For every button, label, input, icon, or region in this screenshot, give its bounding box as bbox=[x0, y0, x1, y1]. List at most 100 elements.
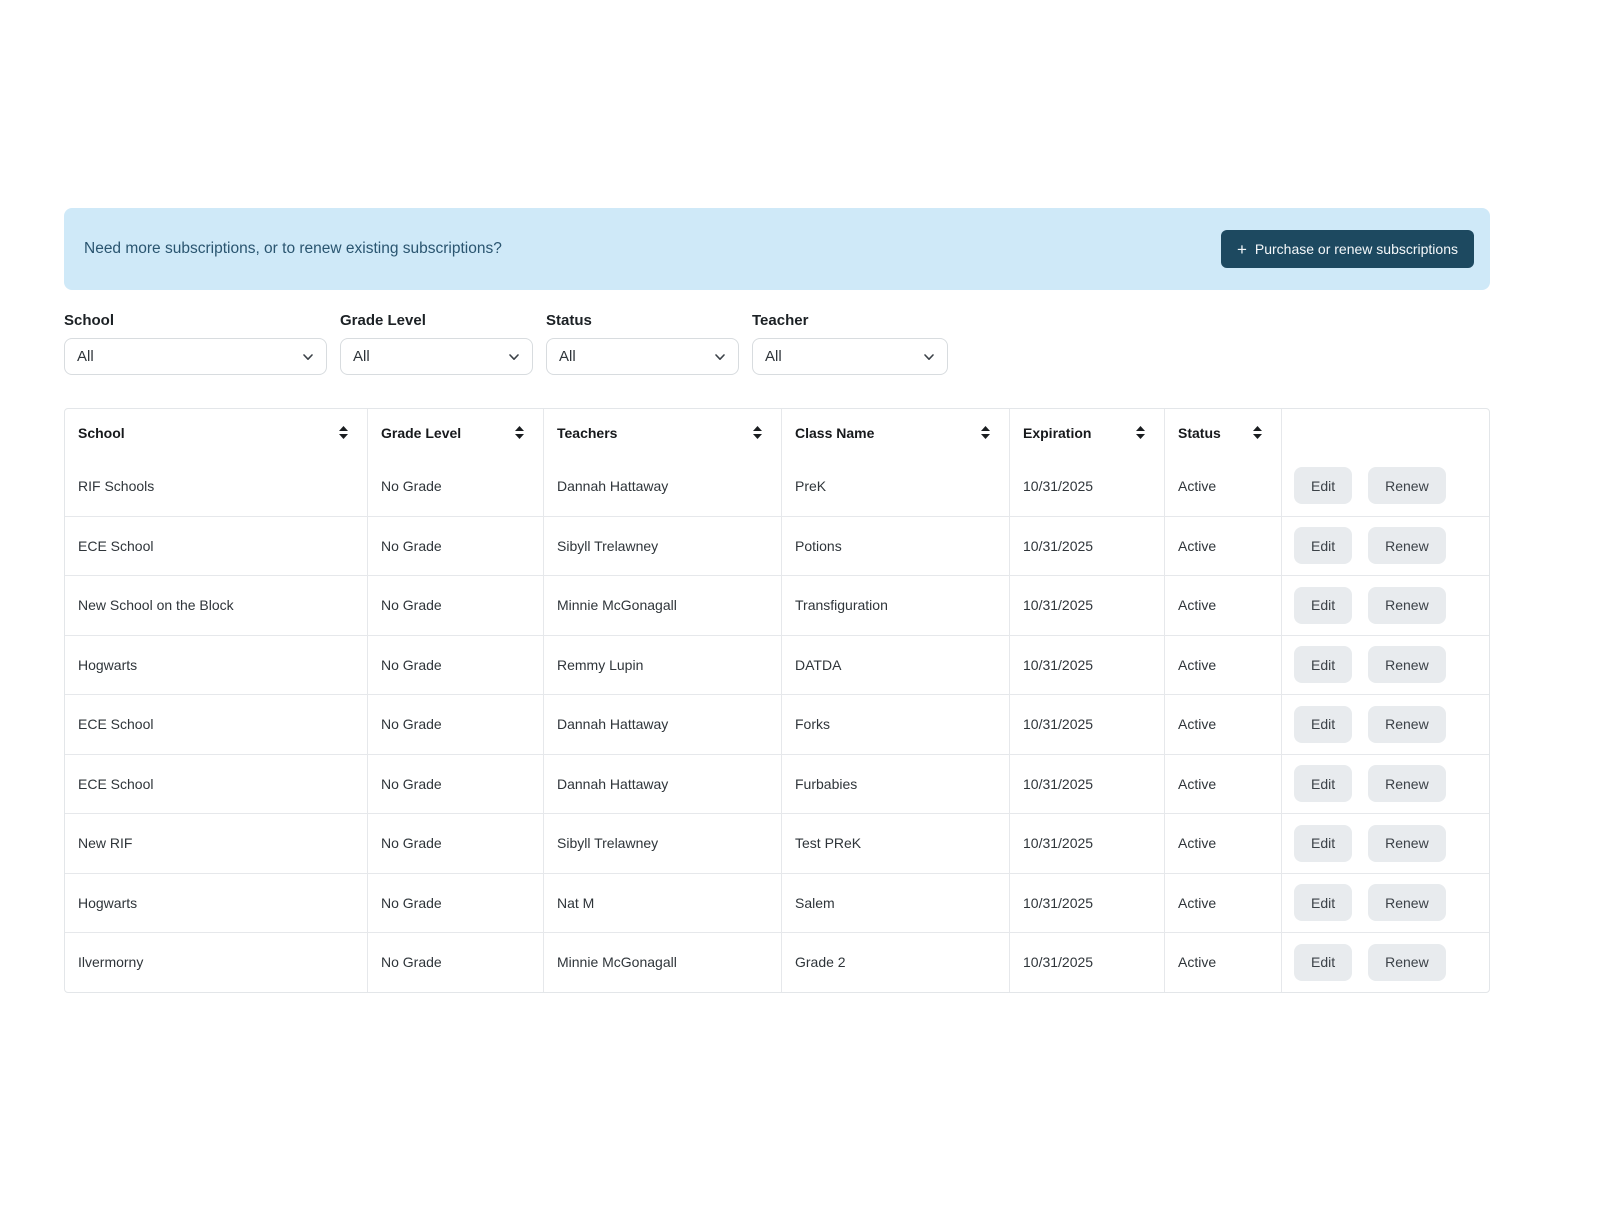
filter-grade-level: Grade Level All bbox=[340, 312, 533, 375]
school-select-value: All bbox=[77, 348, 94, 365]
teacher-select-value: All bbox=[765, 348, 782, 365]
cell-status: Active bbox=[1164, 814, 1281, 873]
school-select[interactable]: All bbox=[64, 338, 327, 375]
table-row: New School on the Block No Grade Minnie … bbox=[65, 575, 1489, 635]
edit-button[interactable]: Edit bbox=[1294, 705, 1353, 743]
filter-teacher: Teacher All bbox=[752, 312, 948, 375]
edit-button[interactable]: Edit bbox=[1294, 527, 1353, 565]
column-header-school[interactable]: School bbox=[65, 409, 367, 456]
table-row: ECE School No Grade Dannah Hattaway Fork… bbox=[65, 694, 1489, 754]
subscriptions-page: Need more subscriptions, or to renew exi… bbox=[64, 0, 1490, 993]
table-row: Hogwarts No Grade Remmy Lupin DATDA 10/3… bbox=[65, 634, 1489, 694]
edit-button[interactable]: Edit bbox=[1294, 467, 1353, 505]
table-body: RIF Schools No Grade Dannah Hattaway Pre… bbox=[65, 456, 1489, 992]
column-header-class-name[interactable]: Class Name bbox=[781, 409, 1009, 456]
column-header-grade-level[interactable]: Grade Level bbox=[367, 409, 543, 456]
column-header-label: Expiration bbox=[1023, 424, 1092, 441]
chevron-down-icon bbox=[714, 351, 726, 363]
column-header-label: School bbox=[78, 424, 125, 441]
column-header-teachers[interactable]: Teachers bbox=[543, 409, 781, 456]
edit-button[interactable]: Edit bbox=[1294, 824, 1353, 862]
cell-status: Active bbox=[1164, 873, 1281, 932]
filter-school: School All bbox=[64, 312, 327, 375]
cell-actions: Edit Renew bbox=[1281, 695, 1489, 754]
cell-actions: Edit Renew bbox=[1281, 814, 1489, 873]
subscriptions-table: School Grade Level Teachers Class Name E… bbox=[64, 408, 1490, 993]
edit-button[interactable]: Edit bbox=[1294, 646, 1353, 684]
sort-icon[interactable] bbox=[514, 425, 525, 440]
sort-icon[interactable] bbox=[338, 425, 349, 440]
cell-expiration: 10/31/2025 bbox=[1009, 516, 1164, 575]
status-select[interactable]: All bbox=[546, 338, 739, 375]
cell-school: ECE School bbox=[78, 716, 154, 733]
cell-status: Active bbox=[1164, 635, 1281, 694]
column-header-status[interactable]: Status bbox=[1164, 409, 1281, 456]
edit-button[interactable]: Edit bbox=[1294, 884, 1353, 922]
edit-button[interactable]: Edit bbox=[1294, 765, 1353, 803]
column-header-label: Status bbox=[1178, 424, 1221, 441]
sort-icon[interactable] bbox=[752, 425, 763, 440]
purchase-banner: Need more subscriptions, or to renew exi… bbox=[64, 208, 1490, 290]
cell-status: Active bbox=[1164, 456, 1281, 516]
cell-teachers: Sibyll Trelawney bbox=[543, 516, 781, 575]
banner-message: Need more subscriptions, or to renew exi… bbox=[84, 240, 502, 257]
cell-teachers: Sibyll Trelawney bbox=[543, 814, 781, 873]
cell-grade-level: No Grade bbox=[367, 695, 543, 754]
cell-grade-level: No Grade bbox=[367, 933, 543, 992]
renew-button[interactable]: Renew bbox=[1368, 884, 1446, 922]
teacher-select[interactable]: All bbox=[752, 338, 948, 375]
renew-button[interactable]: Renew bbox=[1368, 586, 1446, 624]
cell-expiration: 10/31/2025 bbox=[1009, 754, 1164, 813]
grade-level-select-value: All bbox=[353, 348, 370, 365]
cell-grade-level: No Grade bbox=[367, 814, 543, 873]
cell-school: ECE School bbox=[78, 775, 154, 792]
cell-actions: Edit Renew bbox=[1281, 873, 1489, 932]
edit-button[interactable]: Edit bbox=[1294, 943, 1353, 981]
cell-teachers: Dannah Hattaway bbox=[543, 695, 781, 754]
cell-teachers: Minnie McGonagall bbox=[543, 576, 781, 635]
sort-icon[interactable] bbox=[980, 425, 991, 440]
cell-status: Active bbox=[1164, 695, 1281, 754]
table-row: Ilvermorny No Grade Minnie McGonagall Gr… bbox=[65, 932, 1489, 992]
cell-actions: Edit Renew bbox=[1281, 933, 1489, 992]
cell-school: ECE School bbox=[78, 537, 154, 554]
filter-status: Status All bbox=[546, 312, 739, 375]
renew-button[interactable]: Renew bbox=[1368, 765, 1446, 803]
table-row: ECE School No Grade Sibyll Trelawney Pot… bbox=[65, 515, 1489, 575]
renew-button[interactable]: Renew bbox=[1368, 705, 1446, 743]
cell-school: Hogwarts bbox=[78, 894, 138, 911]
purchase-or-renew-button[interactable]: + Purchase or renew subscriptions bbox=[1220, 230, 1474, 268]
cell-class-name: Forks bbox=[781, 695, 1009, 754]
renew-button[interactable]: Renew bbox=[1368, 943, 1446, 981]
edit-button[interactable]: Edit bbox=[1294, 586, 1353, 624]
cell-actions: Edit Renew bbox=[1281, 576, 1489, 635]
cell-expiration: 10/31/2025 bbox=[1009, 873, 1164, 932]
renew-button[interactable]: Renew bbox=[1368, 527, 1446, 565]
cell-expiration: 10/31/2025 bbox=[1009, 933, 1164, 992]
renew-button[interactable]: Renew bbox=[1368, 824, 1446, 862]
column-header-label: Teachers bbox=[557, 424, 618, 441]
purchase-button-label: Purchase or renew subscriptions bbox=[1254, 241, 1458, 257]
filter-teacher-label: Teacher bbox=[752, 312, 809, 329]
table-row: Hogwarts No Grade Nat M Salem 10/31/2025… bbox=[65, 872, 1489, 932]
column-header-actions bbox=[1281, 409, 1489, 456]
cell-school: Ilvermorny bbox=[78, 954, 144, 971]
sort-icon[interactable] bbox=[1252, 425, 1263, 440]
cell-class-name: Salem bbox=[781, 873, 1009, 932]
renew-button[interactable]: Renew bbox=[1368, 467, 1446, 505]
cell-status: Active bbox=[1164, 933, 1281, 992]
filter-grade-level-label: Grade Level bbox=[340, 312, 426, 329]
chevron-down-icon bbox=[923, 351, 935, 363]
cell-class-name: Furbabies bbox=[781, 754, 1009, 813]
renew-button[interactable]: Renew bbox=[1368, 646, 1446, 684]
column-header-expiration[interactable]: Expiration bbox=[1009, 409, 1164, 456]
cell-teachers: Nat M bbox=[543, 873, 781, 932]
table-row: New RIF No Grade Sibyll Trelawney Test P… bbox=[65, 813, 1489, 873]
table-row: RIF Schools No Grade Dannah Hattaway Pre… bbox=[65, 456, 1489, 516]
grade-level-select[interactable]: All bbox=[340, 338, 533, 375]
sort-icon[interactable] bbox=[1135, 425, 1146, 440]
cell-class-name: Transfiguration bbox=[781, 576, 1009, 635]
column-header-label: Grade Level bbox=[381, 424, 462, 441]
table-row: ECE School No Grade Dannah Hattaway Furb… bbox=[65, 753, 1489, 813]
cell-actions: Edit Renew bbox=[1281, 456, 1489, 516]
